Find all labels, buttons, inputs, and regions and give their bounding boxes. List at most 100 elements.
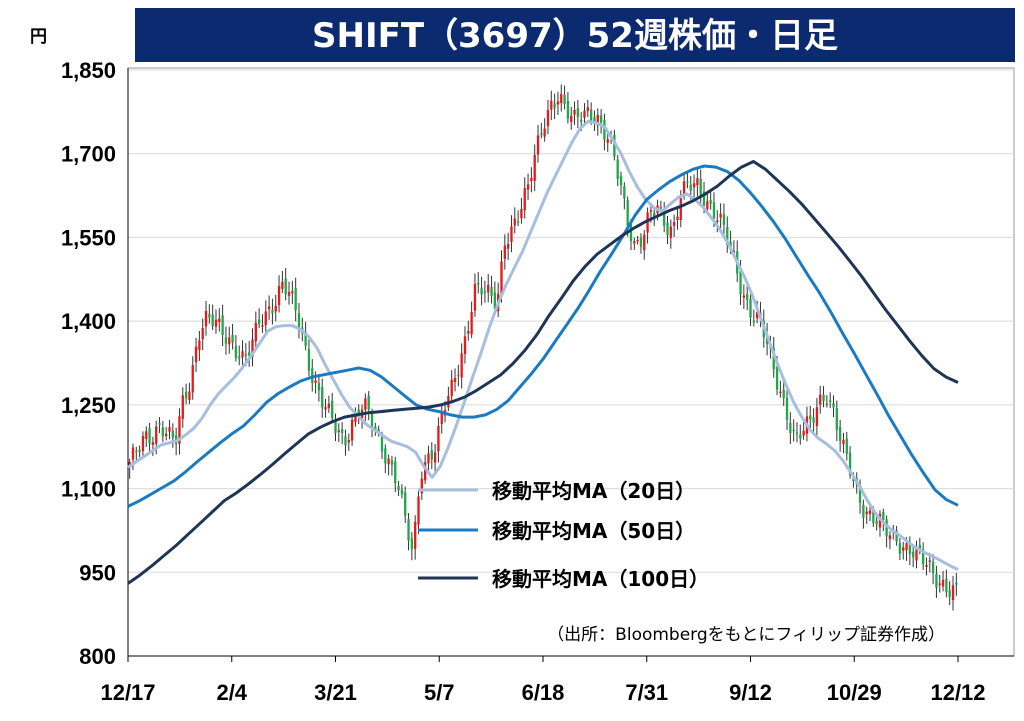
candle-body bbox=[755, 311, 759, 319]
candle-body bbox=[596, 114, 599, 126]
candle-body bbox=[825, 403, 829, 405]
candle-body bbox=[583, 110, 586, 118]
candle-body bbox=[951, 585, 955, 601]
candle-body bbox=[666, 222, 669, 235]
candle-body bbox=[848, 452, 852, 476]
candle-body bbox=[556, 101, 560, 105]
candle-body bbox=[248, 352, 251, 356]
candle-body bbox=[945, 578, 948, 593]
candle-body bbox=[287, 292, 291, 296]
candle-body bbox=[327, 403, 331, 408]
candle-body bbox=[540, 133, 543, 135]
candle-body bbox=[450, 379, 453, 397]
candle-body bbox=[838, 427, 842, 441]
candle-body bbox=[347, 439, 350, 443]
candle-body bbox=[653, 212, 656, 217]
source-note: （出所：Bloombergをもとにフィリップ証券作成） bbox=[547, 625, 945, 645]
candle-body bbox=[835, 408, 838, 430]
candle-body bbox=[815, 407, 819, 427]
candle-body bbox=[158, 423, 161, 425]
candle-body bbox=[291, 291, 294, 294]
candle-body bbox=[941, 579, 945, 587]
candle-body bbox=[955, 582, 958, 585]
candle-body bbox=[516, 221, 520, 223]
candle-body bbox=[284, 278, 287, 295]
candle-body bbox=[679, 198, 682, 220]
candle-body bbox=[377, 429, 380, 433]
candle-body bbox=[244, 354, 248, 356]
candle-body bbox=[331, 400, 334, 418]
candle-body bbox=[915, 547, 918, 561]
candle-body bbox=[208, 314, 211, 318]
candle-body bbox=[536, 135, 540, 155]
candle-body bbox=[623, 186, 626, 199]
candle-body bbox=[533, 155, 536, 181]
candle-body bbox=[868, 510, 872, 514]
candle-body bbox=[410, 538, 414, 550]
candle-body bbox=[659, 206, 663, 209]
candle-body bbox=[218, 318, 221, 323]
candle-body bbox=[560, 93, 563, 104]
candle-body bbox=[480, 287, 483, 295]
candle-body bbox=[224, 337, 228, 344]
candle-body bbox=[463, 336, 467, 354]
candle-body bbox=[321, 387, 324, 408]
candle-body bbox=[520, 208, 523, 219]
x-tick-label: 6/18 bbox=[522, 680, 565, 705]
legend-label-ma20: 移動平均MA（20日） bbox=[492, 479, 695, 503]
candle-body bbox=[895, 530, 898, 542]
candle-body bbox=[204, 310, 208, 327]
candle-body bbox=[898, 543, 902, 554]
candle-body bbox=[599, 115, 603, 123]
candle-body bbox=[649, 210, 653, 212]
candle-body bbox=[506, 243, 510, 249]
candle-body bbox=[692, 183, 696, 188]
candle-body bbox=[862, 504, 865, 518]
candle-body bbox=[334, 421, 337, 433]
candle-body bbox=[201, 328, 204, 340]
candle-body bbox=[367, 395, 370, 410]
candle-body bbox=[845, 438, 848, 454]
candle-body bbox=[420, 478, 423, 494]
legend-label-ma50: 移動平均MA（50日） bbox=[492, 519, 695, 543]
x-tick-label: 5/7 bbox=[424, 680, 455, 705]
candle-body bbox=[500, 261, 503, 294]
candle-body bbox=[626, 200, 629, 226]
candle-body bbox=[696, 178, 699, 186]
candle-body bbox=[427, 453, 430, 464]
candle-body bbox=[822, 394, 825, 402]
candle-body bbox=[188, 391, 191, 401]
candle-body bbox=[752, 320, 755, 323]
x-tick-label: 9/12 bbox=[729, 680, 772, 705]
candle-body bbox=[307, 349, 311, 371]
candle-body bbox=[782, 389, 785, 399]
candle-body bbox=[178, 416, 181, 444]
candle-body bbox=[151, 442, 155, 445]
candle-body bbox=[380, 435, 384, 452]
candle-body bbox=[400, 489, 404, 495]
candle-body bbox=[712, 202, 716, 219]
candle-body bbox=[832, 403, 835, 408]
y-tick-label: 1,250 bbox=[61, 393, 116, 418]
candle-body bbox=[775, 366, 779, 390]
candle-body bbox=[872, 510, 875, 524]
candle-body bbox=[799, 434, 802, 439]
candle-body bbox=[875, 520, 878, 525]
candle-body bbox=[672, 222, 676, 226]
candle-body bbox=[433, 452, 437, 463]
candle-body bbox=[483, 291, 487, 294]
candle-body bbox=[921, 549, 925, 565]
candle-body bbox=[689, 184, 692, 191]
candle-body bbox=[228, 337, 231, 345]
candle-body bbox=[643, 234, 646, 251]
candle-body bbox=[487, 284, 490, 293]
candle-body bbox=[477, 282, 480, 285]
candle-body bbox=[616, 159, 619, 179]
candle-body bbox=[467, 331, 470, 334]
candle-body bbox=[194, 346, 198, 363]
candle-body bbox=[397, 485, 400, 490]
y-tick-label: 1,850 bbox=[61, 58, 116, 83]
x-tick-label: 10/29 bbox=[827, 680, 882, 705]
candle-body bbox=[749, 298, 752, 318]
candle-body bbox=[271, 309, 274, 314]
